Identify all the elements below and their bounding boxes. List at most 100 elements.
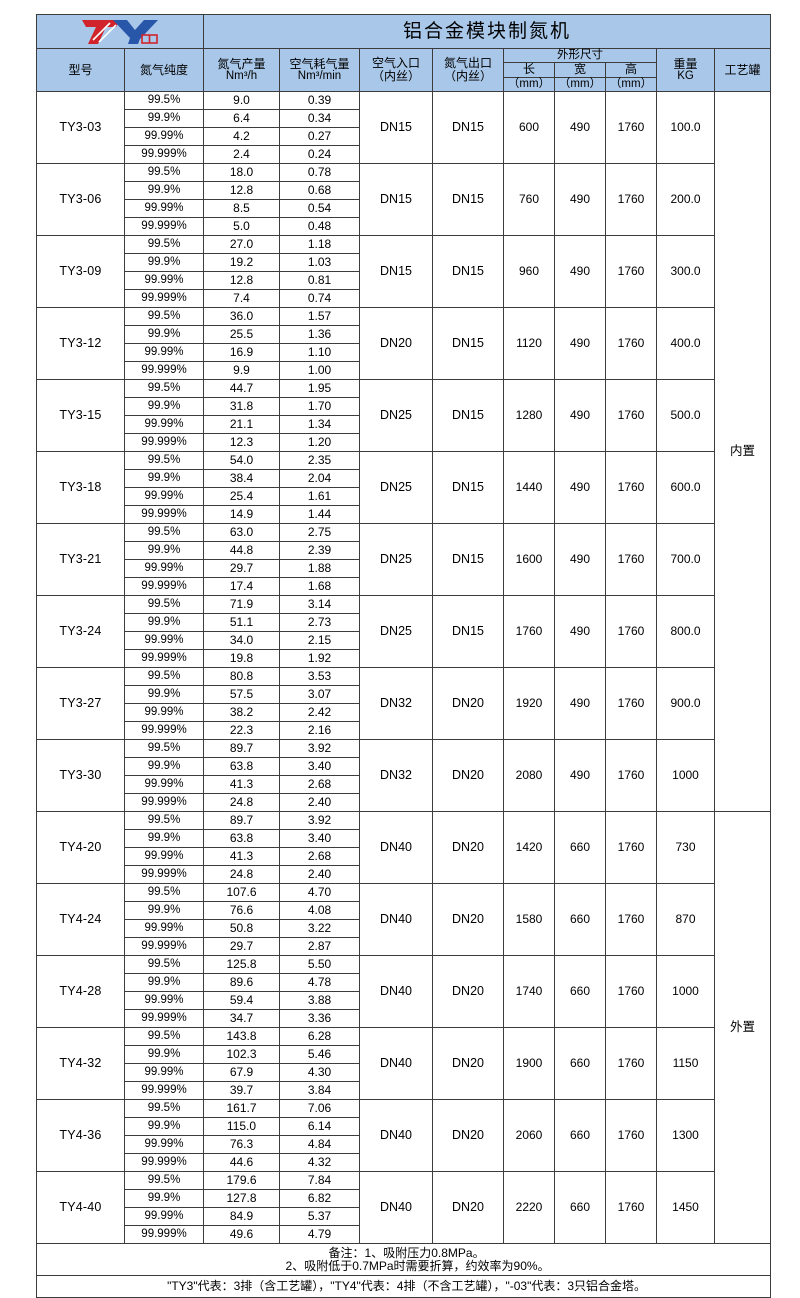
cell-purity: 99.99% bbox=[124, 775, 204, 794]
cell-purity: 99.9% bbox=[124, 325, 204, 344]
cell-purity: 99.99% bbox=[124, 1063, 204, 1082]
cell-output: 31.8 bbox=[203, 397, 280, 416]
cell-weight: 600.0 bbox=[656, 451, 715, 524]
cell-output: 44.7 bbox=[203, 379, 280, 398]
cell-output: 57.5 bbox=[203, 685, 280, 704]
cell-air-consumption: 0.24 bbox=[279, 145, 360, 164]
cell-output: 80.8 bbox=[203, 667, 280, 686]
table-row: TY4-28 99.5% 125.8 5.50 DN40 DN20 1740 660 1760 1… bbox=[36, 955, 771, 1028]
cell-width: 490 bbox=[554, 235, 606, 308]
cell-output: 18.0 bbox=[203, 163, 280, 182]
cell-output: 50.8 bbox=[203, 919, 280, 938]
cell-air-inlet: DN40 bbox=[359, 811, 433, 884]
cell-air-consumption: 0.27 bbox=[279, 127, 360, 146]
cell-model: TY4-36 bbox=[36, 1099, 125, 1172]
cell-weight: 1450 bbox=[656, 1171, 715, 1244]
cell-model: TY3-09 bbox=[36, 235, 125, 308]
table-row: TY4-40 99.5% 179.6 7.84 DN40 DN20 2220 660 1760 1… bbox=[36, 1171, 771, 1244]
cell-output: 102.3 bbox=[203, 1045, 280, 1064]
cell-air-consumption: 4.32 bbox=[279, 1153, 360, 1172]
cell-n2-outlet: DN20 bbox=[432, 811, 504, 884]
cell-height: 1760 bbox=[605, 1099, 657, 1172]
cell-width: 490 bbox=[554, 667, 606, 740]
cell-model: TY4-24 bbox=[36, 883, 125, 956]
cell-length: 1920 bbox=[503, 667, 555, 740]
table-row: TY3-12 99.5% 36.0 1.57 DN20 DN15 1120 490 1760 40… bbox=[36, 307, 771, 380]
cell-purity: 99.999% bbox=[124, 793, 204, 812]
cell-air-inlet: DN15 bbox=[359, 163, 433, 236]
cell-air-consumption: 7.84 bbox=[279, 1171, 360, 1190]
cell-n2-outlet: DN20 bbox=[432, 1099, 504, 1172]
cell-purity: 99.99% bbox=[124, 919, 204, 938]
table-row: TY3-06 99.5% 18.0 0.78 DN15 DN15 760 490 1760 200… bbox=[36, 163, 771, 236]
cell-air-consumption: 1.92 bbox=[279, 649, 360, 668]
cell-height: 1760 bbox=[605, 883, 657, 956]
col-header-air-inlet-line2: （内丝） bbox=[371, 69, 420, 83]
table-row: 99.9% 25.5 1.36 bbox=[37, 325, 771, 344]
cell-height: 1760 bbox=[605, 667, 657, 740]
cell-purity: 99.99% bbox=[124, 847, 204, 866]
cell-purity: 99.5% bbox=[124, 307, 204, 326]
cell-air-consumption: 3.88 bbox=[279, 991, 360, 1010]
col-header-weight-line2: KG bbox=[677, 70, 694, 83]
cell-air-consumption: 1.34 bbox=[279, 415, 360, 434]
table-row: 99.999% 24.8 2.40 bbox=[37, 865, 771, 884]
table-row: TY4-20 99.5% 89.7 3.92 DN40 DN20 1420 660 1760 73… bbox=[36, 811, 772, 1244]
cell-purity: 99.999% bbox=[124, 1225, 204, 1244]
cell-length: 2220 bbox=[503, 1171, 555, 1244]
cell-purity: 99.99% bbox=[124, 1207, 204, 1226]
cell-weight: 100.0 bbox=[656, 91, 715, 164]
cell-model: TY4-28 bbox=[36, 955, 125, 1028]
cell-purity: 99.9% bbox=[124, 253, 204, 272]
cell-n2-outlet: DN20 bbox=[432, 1171, 504, 1244]
cell-air-consumption: 5.37 bbox=[279, 1207, 360, 1226]
cell-output: 67.9 bbox=[203, 1063, 280, 1082]
cell-air-consumption: 1.10 bbox=[279, 343, 360, 362]
cell-model: TY4-32 bbox=[36, 1027, 125, 1100]
cell-output: 5.0 bbox=[203, 217, 280, 236]
cell-n2-outlet: DN20 bbox=[432, 667, 504, 740]
cell-output: 41.3 bbox=[203, 847, 280, 866]
table-body: TY3-03 99.5% 9.0 0.39 DN15 DN15 600 490 1760 100.… bbox=[36, 91, 772, 1244]
cell-air-consumption: 1.57 bbox=[279, 307, 360, 326]
cell-air-consumption: 4.79 bbox=[279, 1225, 360, 1244]
cell-purity: 99.999% bbox=[124, 505, 204, 524]
cell-air-consumption: 3.22 bbox=[279, 919, 360, 938]
cell-air-inlet: DN32 bbox=[359, 739, 433, 812]
cell-air-consumption: 4.70 bbox=[279, 883, 360, 902]
note-line-1: 备注：1、吸附压力0.8MPa。 bbox=[328, 1246, 485, 1260]
cell-output: 34.7 bbox=[203, 1009, 280, 1028]
cell-weight: 1000 bbox=[656, 955, 715, 1028]
cell-output: 25.5 bbox=[203, 325, 280, 344]
cell-air-inlet: DN40 bbox=[359, 955, 433, 1028]
page-title: 铝合金模块制氮机 bbox=[202, 14, 772, 49]
cell-height: 1760 bbox=[605, 307, 657, 380]
cell-air-consumption: 1.68 bbox=[279, 577, 360, 596]
cell-n2-outlet: DN20 bbox=[432, 883, 504, 956]
table-row: TY3-18 99.5% 54.0 2.35 DN25 DN15 1440 490 1760 60… bbox=[36, 451, 771, 524]
cell-n2-outlet: DN15 bbox=[432, 163, 504, 236]
cell-air-consumption: 6.14 bbox=[279, 1117, 360, 1136]
cell-output: 63.8 bbox=[203, 829, 280, 848]
cell-air-consumption: 7.06 bbox=[279, 1099, 360, 1118]
col-header-length: 长 bbox=[504, 63, 554, 78]
cell-output: 89.7 bbox=[203, 739, 280, 758]
cell-output: 179.6 bbox=[203, 1171, 280, 1190]
cell-height: 1760 bbox=[605, 811, 657, 884]
cell-output: 38.4 bbox=[203, 469, 280, 488]
cell-purity: 99.9% bbox=[124, 541, 204, 560]
notes-block: 备注：1、吸附压力0.8MPa。 2、吸附低于0.7MPa时需要折算，约效率为9… bbox=[35, 1242, 772, 1277]
cell-output: 36.0 bbox=[203, 307, 280, 326]
cell-purity: 99.5% bbox=[124, 1027, 204, 1046]
col-header-dimensions: 外形尺寸 bbox=[503, 48, 657, 63]
cell-output: 89.7 bbox=[203, 811, 280, 830]
cell-width: 490 bbox=[554, 91, 606, 164]
cell-weight: 1300 bbox=[656, 1099, 715, 1172]
cell-purity: 99.99% bbox=[124, 199, 204, 218]
table-row: TY3-09 99.5% 27.0 1.18 DN15 DN15 960 490 1760 300… bbox=[36, 235, 771, 308]
col-header-output: 氮气产量 Nm³/h bbox=[203, 48, 280, 92]
cell-output: 19.2 bbox=[203, 253, 280, 272]
cell-air-consumption: 0.68 bbox=[279, 181, 360, 200]
cell-output: 21.1 bbox=[203, 415, 280, 434]
cell-air-consumption: 6.82 bbox=[279, 1189, 360, 1208]
